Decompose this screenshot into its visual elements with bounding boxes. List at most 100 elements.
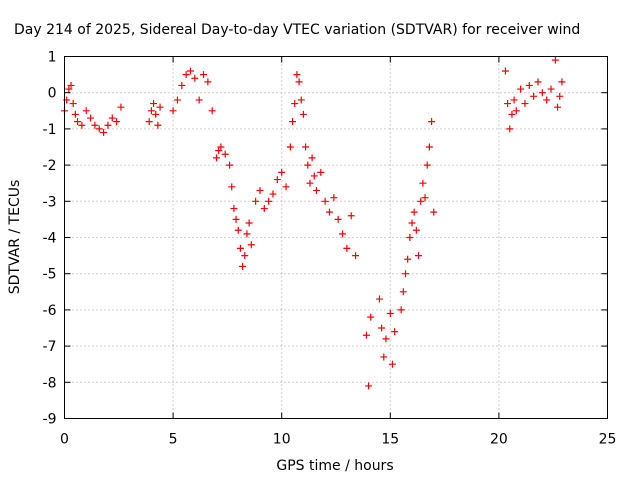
data-point xyxy=(213,154,221,162)
data-point xyxy=(508,110,516,118)
data-point xyxy=(310,172,318,180)
data-point xyxy=(282,183,290,191)
data-point xyxy=(367,313,375,321)
x-tick-label: 15 xyxy=(381,432,399,448)
data-point xyxy=(113,118,121,126)
data-point xyxy=(247,241,255,249)
data-point xyxy=(378,324,386,332)
data-point xyxy=(334,215,342,223)
data-point xyxy=(154,121,162,129)
grid xyxy=(64,56,608,419)
data-point xyxy=(297,96,305,104)
data-point xyxy=(150,100,158,108)
y-axis-label: SDTVAR / TECUs xyxy=(7,180,23,295)
x-tick-label: 10 xyxy=(273,432,291,448)
y-tick-label: -1 xyxy=(43,122,57,138)
data-point xyxy=(69,100,77,108)
data-point xyxy=(408,219,416,227)
y-tick-label: -3 xyxy=(43,194,57,210)
data-point xyxy=(67,81,75,89)
data-point xyxy=(260,205,268,213)
data-point xyxy=(245,219,253,227)
x-tick-label: 0 xyxy=(60,432,69,448)
data-point xyxy=(74,118,82,126)
data-point xyxy=(295,78,303,86)
data-point xyxy=(504,100,512,108)
data-point xyxy=(421,194,429,202)
plot-frame xyxy=(64,56,608,419)
data-point xyxy=(339,230,347,238)
data-point xyxy=(512,107,520,115)
data-point xyxy=(547,85,555,93)
data-point xyxy=(145,118,153,126)
data-point xyxy=(191,74,199,82)
data-point xyxy=(325,208,333,216)
data-point xyxy=(208,107,216,115)
data-point xyxy=(317,168,325,176)
data-point xyxy=(330,194,338,202)
data-point xyxy=(321,197,329,205)
data-point xyxy=(232,215,240,223)
data-point xyxy=(147,107,155,115)
data-point xyxy=(95,125,103,133)
data-point xyxy=(506,125,514,133)
data-point xyxy=(554,103,562,111)
data-point xyxy=(215,147,223,155)
data-point xyxy=(402,270,410,278)
data-point xyxy=(419,179,427,187)
data-point xyxy=(304,161,312,169)
data-point xyxy=(241,252,249,260)
data-point xyxy=(404,255,412,263)
data-point xyxy=(273,176,281,184)
y-tick-label: -2 xyxy=(43,158,57,174)
data-point xyxy=(278,168,286,176)
data-point xyxy=(91,121,99,129)
data-point xyxy=(178,81,186,89)
x-tick-label: 25 xyxy=(599,432,617,448)
data-point xyxy=(65,85,73,93)
data-point xyxy=(256,186,264,194)
data-point xyxy=(306,179,314,187)
data-point xyxy=(352,252,360,260)
data-point xyxy=(380,353,388,361)
data-point xyxy=(217,143,225,151)
y-tick-label: -4 xyxy=(43,231,57,247)
data-point xyxy=(182,71,190,79)
data-point xyxy=(388,360,396,368)
data-point xyxy=(71,110,79,118)
data-point xyxy=(195,96,203,104)
data-point xyxy=(173,96,181,104)
data-point xyxy=(204,78,212,86)
data-point xyxy=(200,71,208,79)
data-point xyxy=(312,186,320,194)
data-point xyxy=(556,92,564,100)
y-tick-label: 1 xyxy=(48,50,57,66)
data-point xyxy=(169,107,177,115)
data-point xyxy=(308,154,316,162)
data-point xyxy=(108,114,116,122)
data-point xyxy=(410,208,418,216)
data-point xyxy=(269,190,277,198)
data-point xyxy=(534,78,542,86)
data-point xyxy=(243,230,251,238)
y-tick-label: -5 xyxy=(43,267,57,283)
data-point xyxy=(228,183,236,191)
x-axis-label: GPS time / hours xyxy=(276,458,393,474)
data-point xyxy=(186,67,194,75)
data-point xyxy=(289,118,297,126)
data-point xyxy=(104,121,112,129)
chart-title: Day 214 of 2025, Sidereal Day-to-day VTE… xyxy=(14,22,580,38)
data-point xyxy=(412,226,420,234)
data-point xyxy=(78,121,86,129)
data-point xyxy=(286,143,294,151)
data-point xyxy=(221,150,229,158)
data-point xyxy=(82,107,90,115)
data-point xyxy=(397,306,405,314)
data-point xyxy=(234,226,242,234)
data-point xyxy=(415,252,423,260)
data-point xyxy=(386,310,394,318)
data-point xyxy=(226,161,234,169)
data-point xyxy=(538,89,546,97)
